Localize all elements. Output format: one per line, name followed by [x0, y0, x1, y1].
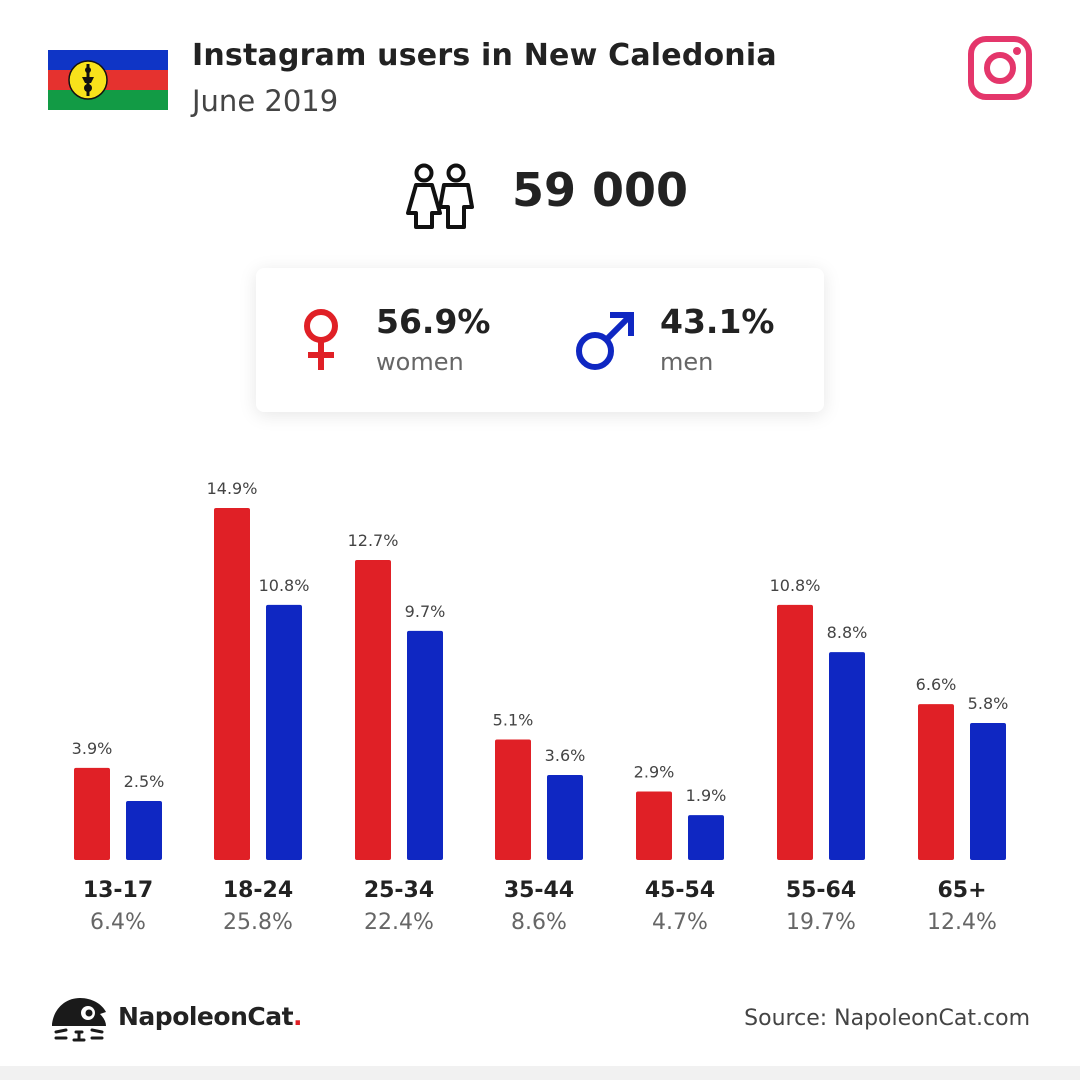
age-group-label: 65+ [937, 878, 987, 903]
age-group-total: 6.4% [90, 910, 146, 935]
age-group-label: 35-44 [503, 878, 575, 903]
women-percentage: 56.9% [376, 302, 491, 341]
bar-women [918, 704, 954, 860]
bar-value-label-women: 12.7% [348, 531, 399, 550]
bar-value-label-men: 8.8% [827, 623, 868, 642]
female-icon [304, 309, 338, 370]
bar-men [407, 630, 443, 860]
bottom-band [0, 1066, 1080, 1080]
bar-men [970, 722, 1006, 860]
bar-men [688, 815, 724, 860]
age-group-total: 22.4% [364, 910, 434, 935]
age-group-total: 8.6% [511, 910, 567, 935]
bar-value-label-men: 5.8% [968, 694, 1009, 713]
bar-women [214, 508, 250, 860]
bar-women [495, 739, 531, 860]
bar-value-label-men: 9.7% [405, 602, 446, 621]
bar-men [266, 604, 302, 860]
brand-dot: . [293, 1002, 303, 1031]
age-group-total: 4.7% [652, 910, 708, 935]
page-title: Instagram users in New Caledonia [192, 38, 777, 73]
bar-value-label-men: 10.8% [259, 576, 310, 595]
age-group-total: 19.7% [786, 910, 856, 935]
bar-value-label-women: 2.9% [634, 762, 675, 781]
men-label: men [660, 348, 714, 376]
age-group-label: 45-54 [644, 878, 716, 903]
brand-name-text: NapoleonCat [118, 1002, 294, 1031]
age-group-label: 25-34 [363, 878, 435, 903]
bar-value-label-women: 6.6% [916, 675, 957, 694]
bar-women [636, 791, 672, 860]
bar-value-label-women: 10.8% [770, 576, 821, 595]
male-icon [576, 312, 634, 370]
bar-value-label-women: 3.9% [72, 739, 113, 758]
bar-women [777, 604, 813, 860]
bar-value-label-men: 2.5% [124, 772, 165, 791]
gender-summary-card [256, 268, 824, 412]
brand-name: NapoleonCat. [118, 1002, 303, 1031]
total-users-count: 59 000 [512, 163, 689, 217]
bar-women [74, 767, 110, 860]
age-group-label: 55-64 [785, 878, 857, 903]
source-credit: Source: NapoleonCat.com [744, 1006, 1030, 1031]
bar-men [126, 800, 162, 860]
bar-value-label-men: 1.9% [686, 786, 727, 805]
age-group-label: 18-24 [222, 878, 294, 903]
page-subtitle: June 2019 [192, 84, 339, 118]
bar-men [547, 774, 583, 860]
users-icon [406, 163, 474, 229]
age-gender-bar-chart: 3.9% 14.9% 12.7% 5.1% 2.9% 10.8% 6.6% 2.5% 10.8%… [72, 479, 1009, 860]
men-percentage: 43.1% [660, 302, 775, 341]
age-group-total: 25.8% [223, 910, 293, 935]
age-group-label: 13-17 [82, 878, 154, 903]
age-group-total: 12.4% [927, 910, 997, 935]
instagram-icon [968, 36, 1032, 100]
bar-women [355, 559, 391, 860]
bar-men [829, 652, 865, 860]
bar-value-label-men: 3.6% [545, 746, 586, 765]
women-label: women [376, 348, 464, 376]
bar-value-label-women: 5.1% [493, 711, 534, 730]
napoleoncat-logo-icon [52, 998, 106, 1042]
new-caledonia-flag-icon [48, 50, 168, 110]
bar-value-label-women: 14.9% [207, 479, 258, 498]
